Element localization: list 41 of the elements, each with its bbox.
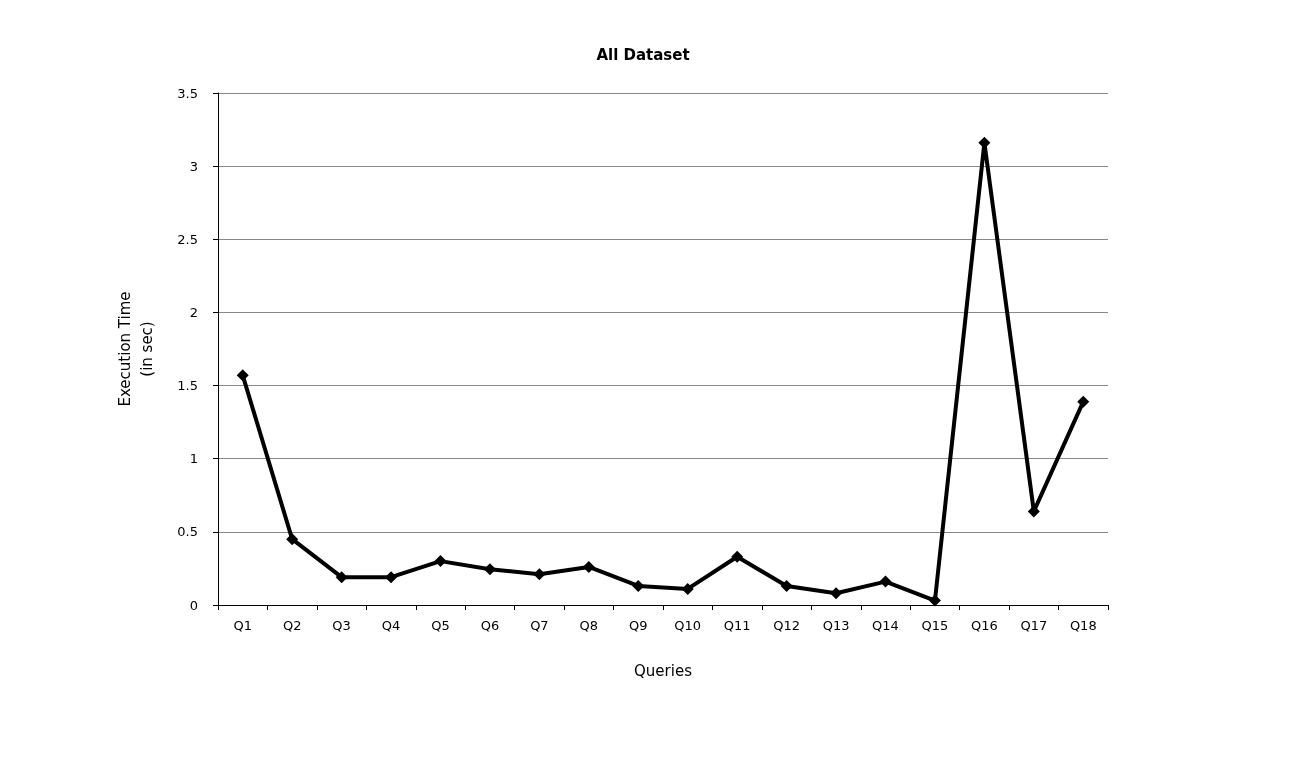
- x-tick-label: Q15: [921, 618, 949, 633]
- point: [434, 555, 447, 568]
- y-tick-label: 2.5: [177, 231, 198, 247]
- chart-title: All Dataset: [596, 45, 690, 64]
- x-tick-label: Q18: [1069, 618, 1097, 633]
- point: [879, 575, 892, 588]
- point: [928, 594, 941, 607]
- x-tick-label: Q14: [872, 618, 899, 633]
- x-tick-label: Q10: [674, 618, 702, 633]
- point: [830, 587, 843, 600]
- x-tick-label: Q17: [1020, 618, 1048, 633]
- x-tick-label: Q12: [773, 618, 800, 633]
- x-tick-label: Q13: [822, 618, 850, 633]
- point: [1077, 395, 1090, 408]
- y-axis-title: Execution Time (in sec): [116, 291, 156, 407]
- x-tick-label: Q4: [381, 618, 401, 633]
- point: [731, 550, 744, 563]
- x-tick-label: Q6: [480, 618, 500, 633]
- point: [780, 579, 793, 592]
- point: [385, 571, 398, 584]
- y-tick-label: 3.5: [177, 85, 198, 101]
- point: [483, 563, 496, 576]
- y-tick-label: 3: [189, 158, 198, 174]
- y-tick-label: 0.5: [177, 524, 198, 540]
- x-tick-label: Q7: [530, 618, 549, 633]
- x-tick-label: Q16: [971, 618, 998, 633]
- x-axis-title: Queries: [634, 661, 693, 680]
- y-tick-label: 1: [189, 451, 198, 467]
- x-tick-label: Q5: [431, 618, 450, 633]
- point: [286, 533, 299, 546]
- x-tick-label: Q2: [282, 618, 302, 633]
- point: [236, 369, 249, 382]
- y-tick-label: 2: [189, 304, 198, 320]
- x-tick-label: Q8: [579, 618, 599, 633]
- x-tick-label: Q1: [233, 618, 252, 633]
- x-tick-label: Q11: [723, 618, 751, 633]
- x-tick-label: Q9: [629, 618, 648, 633]
- x-tick-label: Q3: [332, 618, 351, 633]
- y-tick-label: 1.5: [177, 378, 198, 394]
- y-tick-label: 0: [189, 597, 198, 613]
- point: [533, 568, 546, 581]
